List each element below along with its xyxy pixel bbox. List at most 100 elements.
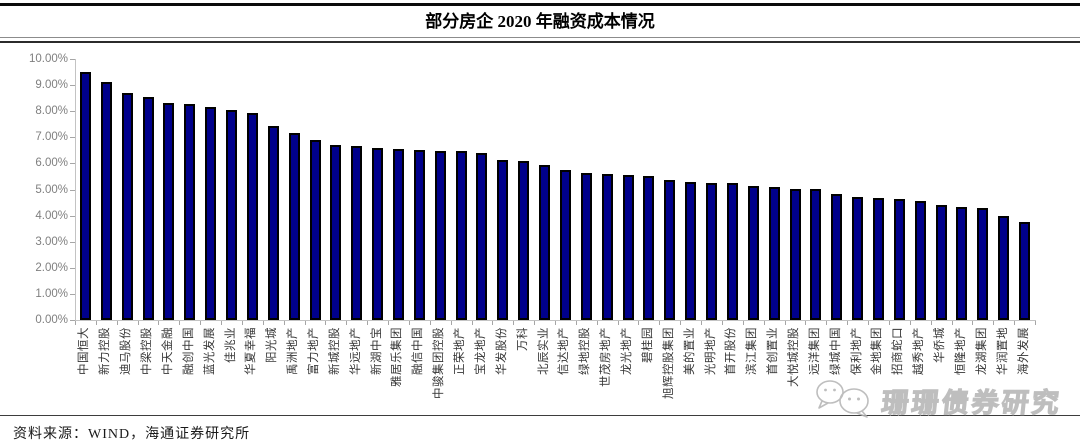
bar (580, 173, 592, 320)
x-axis-tick (888, 321, 890, 325)
bar (351, 146, 363, 320)
x-axis-tick (388, 321, 390, 325)
x-axis-tick (137, 321, 139, 325)
x-axis-tick (158, 321, 160, 325)
source-note: 资料来源：WIND，海通证券研究所 (13, 427, 251, 442)
x-axis-category-label: 新湖中宝 (370, 327, 383, 375)
x-axis-tick (492, 321, 494, 325)
x-axis-tick (993, 321, 995, 325)
x-axis-tick (534, 321, 536, 325)
bar (998, 215, 1010, 320)
x-axis-category-label: 中国恒大 (78, 327, 91, 375)
bar (977, 207, 989, 320)
x-axis-tick (367, 321, 369, 325)
y-axis-tick (70, 85, 75, 87)
y-axis-tick-label: 5.00% (35, 183, 68, 196)
chart-title: 部分房企 2020 年融资成本情况 (425, 12, 655, 31)
bar (392, 148, 404, 320)
x-axis-category-label: 中骏集团控股 (433, 327, 446, 399)
bar (622, 174, 634, 320)
bar (226, 109, 238, 320)
x-axis-tick (513, 321, 515, 325)
bar (372, 147, 384, 320)
x-axis-tick (638, 321, 640, 325)
watermark-text: 珊珊债券研究 (880, 387, 1064, 418)
bar (121, 92, 133, 320)
bar (1019, 222, 1031, 320)
bar (747, 185, 759, 320)
x-axis-tick (221, 321, 223, 325)
x-axis-tick (1014, 321, 1016, 325)
x-axis-category-label: 华润置地 (996, 327, 1009, 375)
bar (455, 151, 467, 320)
x-axis-category-label: 金地集团 (871, 327, 884, 375)
x-axis-tick (826, 321, 828, 325)
y-axis-tick (70, 320, 75, 321)
bar (163, 102, 175, 320)
y-axis-line (75, 59, 76, 321)
x-axis-tick (241, 321, 243, 325)
bar (330, 145, 342, 320)
y-axis-tick (70, 163, 75, 165)
bar (413, 149, 425, 320)
x-axis-category-label: 华发股份 (495, 327, 508, 375)
x-axis-category-label: 大悦城控股 (788, 327, 800, 387)
x-axis-category-label: 美的置业 (683, 327, 696, 375)
x-axis-tick (742, 321, 744, 325)
x-axis-category-label: 绿城中国 (829, 327, 842, 375)
y-axis-tick (70, 59, 75, 60)
x-axis-category-label: 北辰实业 (537, 327, 550, 375)
x-axis-tick (575, 321, 577, 325)
bar (142, 96, 154, 320)
x-axis-tick (450, 321, 452, 325)
x-axis-tick (283, 321, 285, 325)
x-axis-category-label: 远洋集团 (808, 327, 821, 375)
x-axis-tick (763, 321, 765, 325)
x-axis-tick (304, 321, 306, 325)
x-axis-category-label: 碧桂园 (641, 327, 654, 363)
y-axis-tick-label: 3.00% (35, 235, 68, 248)
x-axis-tick (909, 321, 911, 325)
x-axis-category-label: 信达地产 (558, 327, 571, 375)
x-axis-tick (805, 321, 807, 325)
x-axis-category-label: 蓝光发展 (203, 327, 216, 375)
x-axis-category-label: 佳兆业 (224, 327, 237, 363)
bar (789, 188, 801, 320)
x-axis-line (75, 320, 1036, 321)
x-axis-category-label: 华侨城 (934, 327, 947, 363)
bar (726, 183, 738, 320)
x-axis-category-label: 迪马股份 (120, 327, 133, 375)
x-axis-category-label: 融创中国 (182, 327, 195, 375)
bar (497, 159, 509, 320)
x-axis-tick (972, 321, 974, 325)
x-axis-category-label: 中天金融 (161, 327, 174, 375)
bar (539, 165, 551, 320)
bar (768, 187, 780, 320)
bar (893, 199, 905, 320)
bar (434, 150, 446, 320)
footer-divider-rule (0, 415, 1080, 416)
bar (810, 188, 822, 320)
x-axis-category-label: 光明地产 (704, 327, 717, 375)
x-axis-category-label: 万科 (516, 327, 529, 351)
bar (288, 132, 300, 320)
y-axis-tick (70, 293, 75, 295)
x-axis-category-label: 禹洲地产 (287, 327, 300, 375)
x-axis-tick (951, 321, 953, 325)
title-divider-rule (0, 37, 1080, 43)
y-axis-tick (70, 137, 75, 139)
bar (664, 180, 676, 320)
x-axis-category-label: 中梁控股 (141, 327, 154, 375)
y-axis-tick-label: 4.00% (35, 209, 68, 222)
x-axis-category-label: 招商蛇口 (892, 327, 905, 375)
x-axis-tick (721, 321, 723, 325)
y-axis-tick (70, 189, 75, 191)
x-axis-tick (116, 321, 118, 325)
top-border-rule (0, 3, 1080, 6)
x-axis-category-label: 融信中国 (412, 327, 425, 375)
bar (100, 82, 112, 320)
x-axis-tick (95, 321, 97, 325)
x-axis-category-label: 雅居乐集团 (391, 327, 404, 387)
bar (685, 182, 697, 320)
bar (601, 174, 613, 320)
